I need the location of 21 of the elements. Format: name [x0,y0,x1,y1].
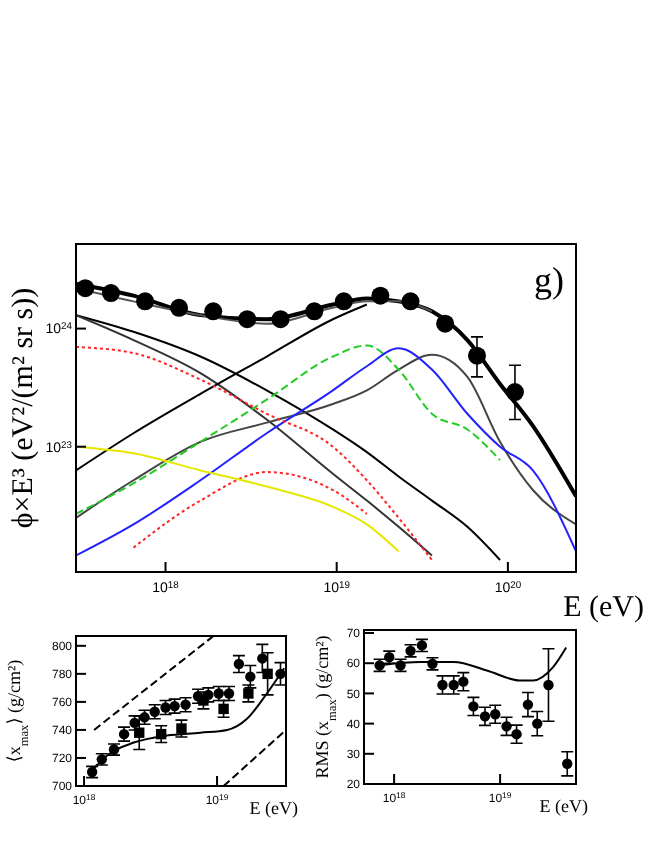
point [467,346,486,365]
point [436,314,455,333]
point [401,292,420,311]
point [245,671,256,682]
point [101,284,120,303]
point [136,292,155,311]
x-axis-title: E (eV) [249,798,298,818]
point [505,383,524,402]
annotation: g) [534,260,564,300]
point [271,310,290,329]
point [522,699,534,710]
point [305,302,324,321]
point [334,292,353,311]
x-axis-title: E (eV) [563,592,644,624]
point [170,298,189,317]
x-axis-title: E (eV) [539,796,588,816]
point [238,310,257,329]
point [204,302,223,321]
point [257,653,268,664]
point [371,286,390,305]
y-axis-title: ϕ×E³ (eV²/(m² sr s)) [8,287,40,529]
